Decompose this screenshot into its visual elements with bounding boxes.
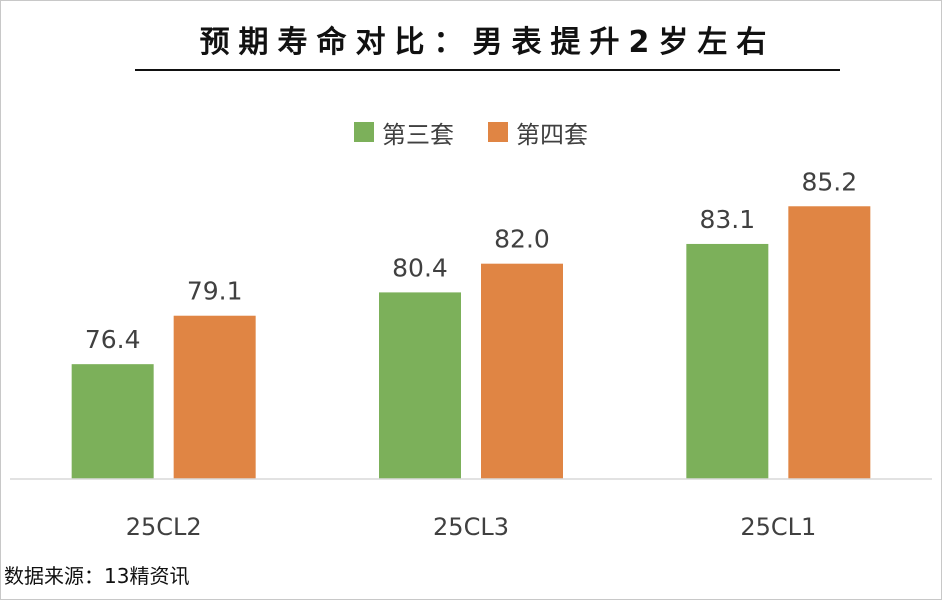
legend-item-series-2: 第四套 [488, 115, 588, 150]
legend-swatch-series-2 [488, 122, 508, 142]
legend-label-series-1: 第三套 [382, 120, 454, 149]
legend: 第三套 第四套 [0, 112, 942, 152]
bar-25CL3-series-1 [379, 292, 461, 479]
bar-25CL2-series-1 [71, 364, 154, 479]
bars-layer [71, 206, 871, 480]
x-tick-label-25CL2: 25CL2 [126, 513, 202, 541]
x-tick-label-25CL3: 25CL3 [433, 513, 509, 541]
data-label-25CL3-series-2: 82.0 [494, 225, 550, 254]
data-label-25CL2-series-1: 76.4 [85, 325, 141, 354]
x-tick-label-25CL1: 25CL1 [740, 513, 816, 541]
bar-25CL1-series-1 [686, 243, 769, 479]
bar-25CL2-series-2 [173, 315, 256, 479]
data-label-25CL1-series-1: 83.1 [699, 205, 755, 234]
data-label-25CL1-series-2: 85.2 [801, 167, 857, 196]
bar-25CL3-series-2 [481, 263, 563, 479]
title-underline [135, 69, 840, 71]
data-label-25CL3-series-1: 80.4 [392, 253, 448, 282]
legend-item-series-1: 第三套 [354, 115, 454, 150]
chart-title: 预期寿命对比：男表提升2岁左右 [199, 25, 776, 60]
legend-swatch-series-1 [354, 122, 374, 142]
data-label-25CL2-series-2: 79.1 [187, 277, 243, 306]
source-note: 数据来源：13精资讯 [4, 564, 190, 588]
data-labels-layer: 76.4 79.1 80.4 82.0 83.1 85.2 [85, 167, 857, 354]
legend-label-series-2: 第四套 [516, 120, 588, 149]
tick-labels-layer: 25CL2 25CL3 25CL1 [126, 513, 817, 541]
bar-25CL1-series-2 [788, 206, 871, 480]
